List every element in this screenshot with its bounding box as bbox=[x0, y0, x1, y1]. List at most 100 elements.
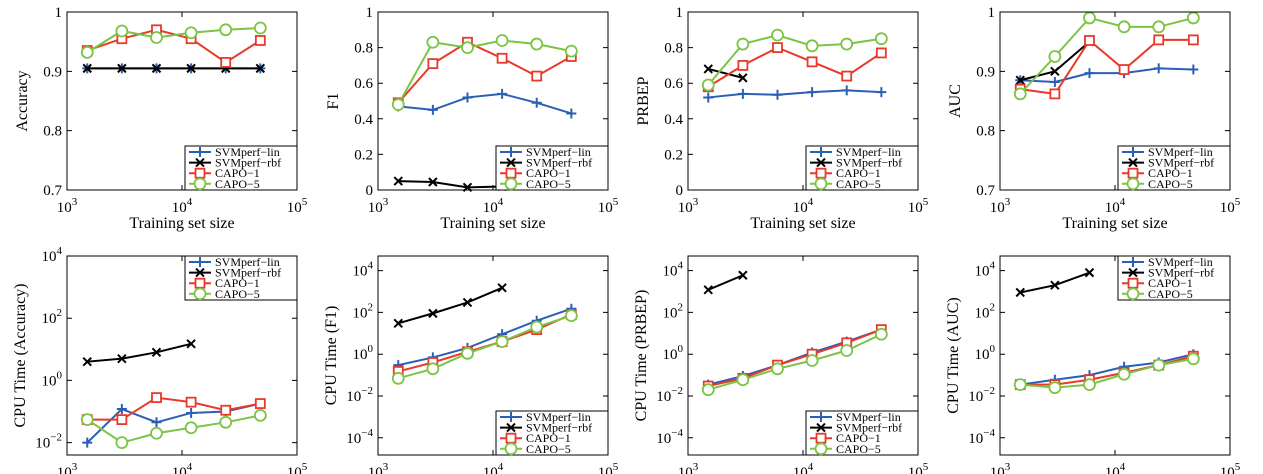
legend-label: CAPO−5 bbox=[1148, 287, 1193, 301]
x-tick-label-base: 10 bbox=[483, 465, 498, 474]
x-tick-label-base: 10 bbox=[57, 465, 72, 474]
marker-circle bbox=[1117, 20, 1131, 34]
y-tick-label: 1 bbox=[988, 5, 996, 21]
series-line bbox=[86, 402, 261, 444]
marker-circle bbox=[115, 436, 129, 450]
x-tick-label-base: 10 bbox=[172, 465, 187, 474]
marker-cross bbox=[82, 63, 92, 74]
marker-cross bbox=[186, 63, 196, 74]
legend-label: SVMperf−lin bbox=[1148, 255, 1213, 269]
y-tick-label: 104 bbox=[663, 260, 684, 280]
marker-plus bbox=[703, 92, 714, 103]
series-line bbox=[1020, 67, 1194, 84]
x-tick-label: 103 bbox=[990, 461, 1011, 474]
marker-plus bbox=[1188, 64, 1199, 75]
legend-label: CAPO−1 bbox=[836, 431, 881, 445]
marker-plus bbox=[807, 87, 818, 98]
marker-plus bbox=[841, 85, 852, 96]
y-tick-label-exp: 2 bbox=[990, 301, 996, 313]
legend-label: SVMperf−rbf bbox=[836, 156, 902, 170]
legend-label: CAPO−5 bbox=[836, 177, 881, 191]
marker-square bbox=[194, 167, 206, 179]
y-tick-label-exp: −4 bbox=[671, 427, 683, 439]
y-tick-label: 0.9 bbox=[43, 64, 62, 80]
x-tick-label-exp: 5 bbox=[923, 461, 929, 473]
marker-circle bbox=[1126, 177, 1140, 191]
marker-cross bbox=[506, 157, 516, 168]
marker-cross bbox=[1128, 157, 1138, 168]
x-tick-label: 104 bbox=[172, 196, 193, 216]
x-tick-label: 103 bbox=[368, 196, 389, 216]
marker-plus bbox=[772, 89, 783, 100]
marker-circle bbox=[1152, 358, 1166, 372]
marker-square bbox=[505, 167, 517, 179]
axes-frame bbox=[999, 255, 1231, 456]
y-tick-label: 0.8 bbox=[43, 124, 62, 140]
legend-label: SVMperf−lin bbox=[215, 255, 280, 269]
x-tick-label: 104 bbox=[793, 196, 814, 216]
marker-circle bbox=[805, 39, 819, 53]
x-tick-label-exp: 4 bbox=[1120, 196, 1126, 208]
y-axis-label: CPU Time (PRBEP) bbox=[633, 290, 650, 422]
marker-circle bbox=[193, 177, 207, 191]
x-tick-label-base: 10 bbox=[1220, 200, 1235, 216]
series-line bbox=[398, 180, 503, 189]
y-tick-label-base: 10 bbox=[656, 389, 671, 405]
x-tick-label: 105 bbox=[287, 196, 308, 216]
series-line bbox=[707, 46, 882, 88]
marker-plus bbox=[195, 257, 205, 267]
y-tick-label-base: 10 bbox=[42, 311, 57, 327]
marker-circle bbox=[219, 415, 233, 429]
marker-cross bbox=[506, 422, 516, 433]
x-tick-label: 105 bbox=[598, 196, 619, 216]
x-tick-label-exp: 5 bbox=[302, 461, 308, 473]
x-axis-label: Training set size bbox=[750, 215, 855, 232]
y-tick-label: 104 bbox=[353, 260, 374, 280]
x-tick-label: 104 bbox=[1105, 196, 1126, 216]
marker-square bbox=[151, 392, 162, 404]
y-tick-label: 102 bbox=[353, 301, 374, 321]
marker-cross bbox=[1015, 287, 1025, 298]
marker-circle bbox=[391, 98, 405, 111]
marker-circle bbox=[530, 37, 544, 51]
legend-label: CAPO−1 bbox=[526, 431, 571, 445]
marker-circle bbox=[1083, 11, 1096, 25]
marker-plus bbox=[531, 97, 542, 108]
y-tick-label-base: 10 bbox=[656, 431, 671, 447]
marker-square bbox=[841, 70, 853, 82]
x-tick-label-exp: 3 bbox=[383, 461, 389, 473]
y-tick-label: 10−2 bbox=[656, 385, 683, 405]
y-tick-label-base: 10 bbox=[975, 264, 990, 280]
y-tick-label-exp: −4 bbox=[361, 427, 373, 439]
x-tick-label: 105 bbox=[908, 196, 929, 216]
x-tick-label: 105 bbox=[598, 461, 619, 474]
x-tick-label: 104 bbox=[172, 461, 193, 474]
marker-circle bbox=[1048, 50, 1062, 63]
marker-plus bbox=[195, 147, 205, 157]
y-tick-label-exp: 0 bbox=[990, 343, 996, 355]
series-line bbox=[87, 396, 261, 421]
y-tick-label-base: 10 bbox=[975, 305, 990, 321]
axes-frame bbox=[66, 11, 298, 191]
x-tick-label: 103 bbox=[990, 196, 1011, 216]
marker-plus bbox=[816, 147, 826, 157]
legend-label: CAPO−1 bbox=[836, 166, 881, 180]
series-line bbox=[1020, 353, 1194, 386]
marker-cross bbox=[255, 63, 266, 74]
marker-circle bbox=[184, 26, 198, 40]
marker-circle bbox=[253, 21, 267, 35]
marker-plus bbox=[1049, 77, 1060, 88]
marker-square bbox=[1127, 277, 1139, 289]
y-tick-label: 0.8 bbox=[976, 124, 995, 140]
marker-circle bbox=[426, 35, 440, 49]
y-tick-label-base: 10 bbox=[663, 264, 678, 280]
x-tick-label-exp: 4 bbox=[498, 461, 504, 473]
marker-circle bbox=[530, 320, 544, 334]
marker-square bbox=[496, 52, 508, 64]
marker-cross bbox=[703, 64, 713, 74]
y-tick-label: 10−4 bbox=[656, 427, 683, 447]
legend-label: CAPO−5 bbox=[215, 177, 260, 191]
